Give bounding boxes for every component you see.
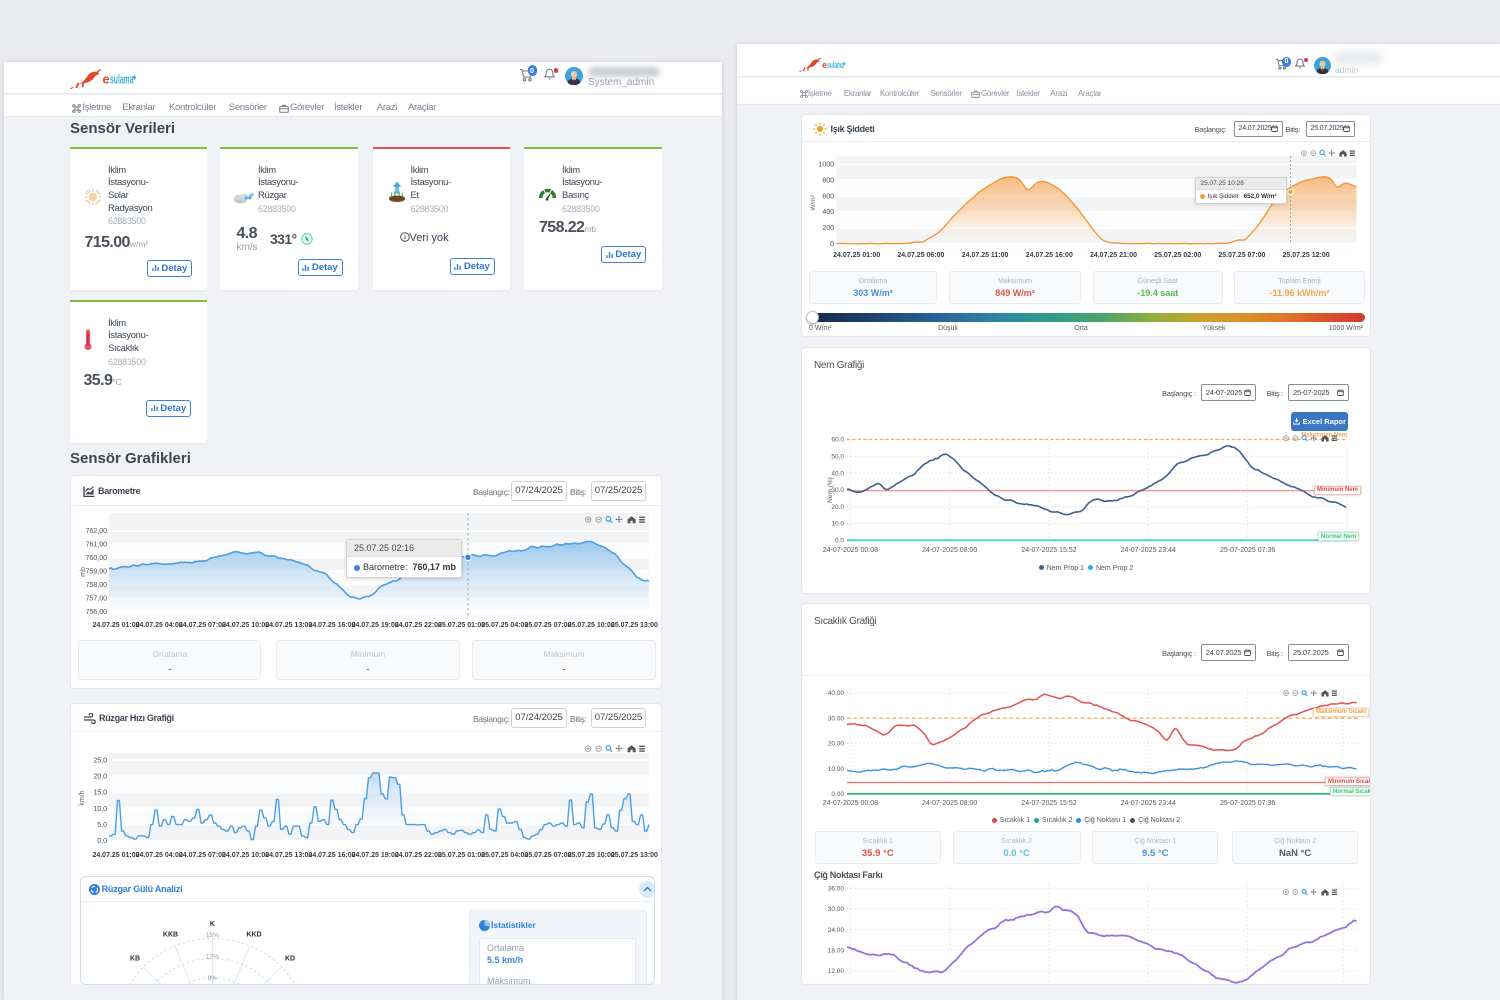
svg-text:762,00: 762,00 <box>86 528 108 535</box>
svg-text:30.0: 30.0 <box>831 487 844 494</box>
svg-text:20.0: 20.0 <box>831 503 844 510</box>
svg-text:KD: KD <box>285 955 295 962</box>
svg-text:12.00: 12.00 <box>828 968 845 975</box>
svg-text:10,0: 10,0 <box>93 806 107 813</box>
svg-text:Nem (%): Nem (%) <box>827 477 834 503</box>
svg-text:sulama: sulama <box>110 73 134 87</box>
svg-text:20.00: 20.00 <box>828 741 845 748</box>
svg-text:0.0: 0.0 <box>835 537 844 544</box>
svg-text:0: 0 <box>830 241 834 248</box>
svg-text:36.00: 36.00 <box>828 885 845 892</box>
svg-text:756,00: 756,00 <box>86 609 108 616</box>
svg-text:20,0: 20,0 <box>93 774 107 781</box>
svg-text:12%: 12% <box>205 953 218 960</box>
svg-text:400: 400 <box>822 209 834 216</box>
svg-text:25,0: 25,0 <box>93 757 107 764</box>
svg-text:10.00: 10.00 <box>828 766 845 773</box>
svg-text:40.00: 40.00 <box>828 690 845 697</box>
svg-text:Maksimum Nem: Maksimum Nem <box>1301 432 1347 438</box>
svg-text:15,0: 15,0 <box>93 790 107 797</box>
svg-text:K: K <box>209 921 214 928</box>
svg-text:KKB: KKB <box>163 931 178 938</box>
svg-text:24.00: 24.00 <box>828 927 845 934</box>
svg-text:KB: KB <box>130 955 140 962</box>
svg-text:30.00: 30.00 <box>828 906 845 913</box>
svg-text:1000: 1000 <box>818 162 834 169</box>
svg-text:757,00: 757,00 <box>86 595 108 602</box>
svg-text:761,00: 761,00 <box>86 542 108 549</box>
svg-text:mb: mb <box>80 567 87 577</box>
svg-text:200: 200 <box>822 225 834 232</box>
svg-text:760,00: 760,00 <box>86 555 108 562</box>
svg-text:600: 600 <box>822 193 834 200</box>
svg-text:18.00: 18.00 <box>828 948 845 955</box>
svg-text:km/h: km/h <box>79 790 86 805</box>
svg-text:759,00: 759,00 <box>86 569 108 576</box>
svg-text:e: e <box>103 72 110 87</box>
svg-text:15%: 15% <box>205 932 218 939</box>
svg-text:800: 800 <box>822 177 834 184</box>
svg-text:W/m²: W/m² <box>810 194 817 210</box>
svg-text:5,0: 5,0 <box>97 822 107 829</box>
svg-text:50.0: 50.0 <box>831 453 844 460</box>
svg-text:0.00: 0.00 <box>831 791 844 798</box>
svg-text:e: e <box>822 60 827 70</box>
svg-text:10.0: 10.0 <box>831 520 844 527</box>
svg-text:0,0: 0,0 <box>97 838 107 845</box>
svg-text:60.0: 60.0 <box>831 436 844 443</box>
svg-text:30.00: 30.00 <box>828 715 845 722</box>
svg-text:9%: 9% <box>207 975 217 982</box>
svg-text:sulama: sulama <box>827 60 844 70</box>
svg-text:40.0: 40.0 <box>831 470 844 477</box>
svg-text:758,00: 758,00 <box>86 582 108 589</box>
svg-text:KKD: KKD <box>246 931 261 938</box>
